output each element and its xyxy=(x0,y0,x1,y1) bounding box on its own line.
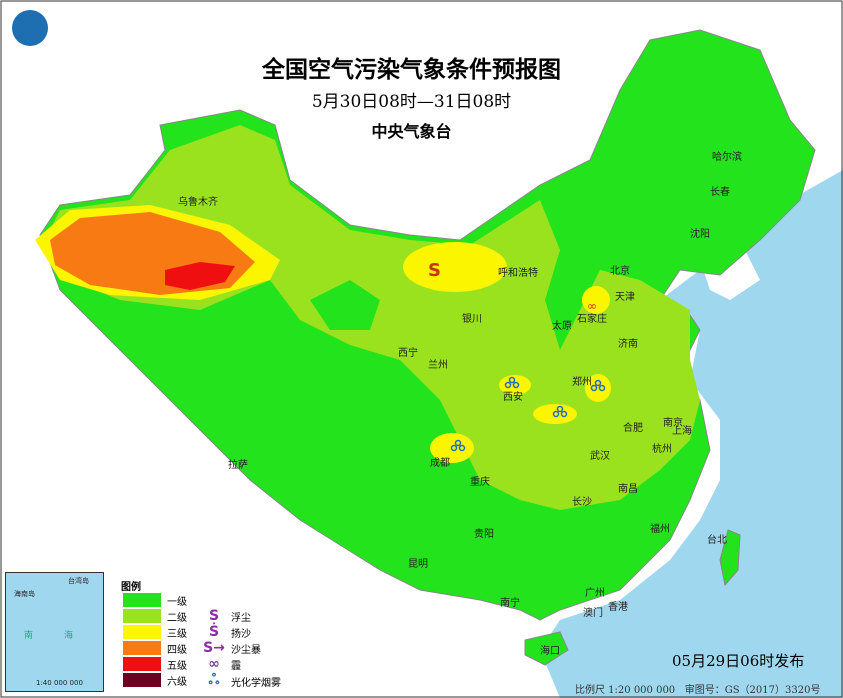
sea xyxy=(540,170,843,698)
haze-icon: ∞ xyxy=(208,656,220,672)
issue-time: 05月29日06时发布 xyxy=(672,652,805,670)
level-1-patch xyxy=(310,280,380,330)
inset-scale: 1:40 000 000 xyxy=(36,679,83,687)
legend-sandstorm: S→ 沙尘暴 xyxy=(203,640,261,656)
city-label: 西安 xyxy=(503,392,523,403)
taiwan xyxy=(719,529,741,587)
legend-blowing-sand: Ṡ 扬沙 xyxy=(203,624,251,640)
map-title: 全国空气污染气象条件预报图 xyxy=(262,56,561,83)
scale-and-approval: 比例尺 1:20 000 000 审图号：GS（2017）3320号 xyxy=(575,685,821,696)
city-label: 成都 xyxy=(430,458,450,469)
level-3-patch xyxy=(499,375,531,395)
city-label: 杭州 xyxy=(652,444,672,455)
inset-label: 台湾岛 xyxy=(68,577,89,585)
city-label: 长沙 xyxy=(572,497,592,508)
haze-icon: ∞ xyxy=(587,299,597,313)
city-label: 北京 xyxy=(610,266,630,277)
city-label: 武汉 xyxy=(590,451,610,462)
sandstorm-icon: S→ xyxy=(203,640,225,656)
city-label: 乌鲁木齐 xyxy=(178,197,218,208)
city-label: 重庆 xyxy=(470,477,490,488)
level-3-patch xyxy=(403,242,507,292)
city-label: 昆明 xyxy=(408,559,428,570)
forecast-period: 5月30日08时—31日08时 xyxy=(311,92,512,112)
city-label: 海口 xyxy=(540,646,560,657)
floating-dust-icon: S xyxy=(208,608,220,624)
legend-level-3: 三级 xyxy=(123,624,187,640)
legend-title: 图例 xyxy=(121,582,141,593)
level-3-patch xyxy=(585,374,611,402)
city-label: 澳门 xyxy=(583,608,603,619)
photochemical-smog-icon: ஃ xyxy=(208,672,220,688)
level-3-patch xyxy=(533,404,577,424)
city-label: 沈阳 xyxy=(690,229,710,240)
city-label: 南京 xyxy=(663,418,683,429)
photochemical-smog-icon xyxy=(450,376,606,452)
city-label: 南昌 xyxy=(618,484,638,495)
level-5-region xyxy=(165,262,235,290)
blowing-sand-icon: Ṡ xyxy=(208,624,220,640)
city-label: 贵阳 xyxy=(474,529,494,540)
legend-photochemical-smog: ஃ 光化学烟雾 xyxy=(203,672,282,690)
city-label: 天津 xyxy=(615,292,635,303)
legend-level-5: 五级 xyxy=(123,656,187,672)
city-label: 兰州 xyxy=(428,360,448,371)
legend-floating-dust: S 浮尘 xyxy=(203,608,251,624)
city-label: 台北 xyxy=(707,535,727,546)
city-label: 合肥 xyxy=(623,423,643,434)
inset-label: 海 xyxy=(64,631,74,641)
city-label: 福州 xyxy=(650,524,670,535)
city-label: 郑州 xyxy=(572,377,592,388)
inset-label: 海南岛 xyxy=(14,590,35,598)
city-label: 广州 xyxy=(585,588,605,599)
blowing-sand-icon: S xyxy=(428,260,441,281)
city-label: 济南 xyxy=(618,339,638,350)
issuer: 中央气象台 xyxy=(371,122,452,141)
city-label: 上海 xyxy=(672,426,692,437)
inset-label: 南 xyxy=(24,631,34,641)
south-china-sea-inset: 海南岛 台湾岛 南 海 1:40 000 000 xyxy=(5,572,104,692)
city-label: 哈尔滨 xyxy=(712,152,742,163)
city-label: 香港 xyxy=(608,602,628,613)
cma-logo xyxy=(12,10,48,46)
hainan xyxy=(524,631,569,666)
city-label: 呼和浩特 xyxy=(498,268,538,279)
city-label: 西宁 xyxy=(398,348,418,359)
city-label: 南宁 xyxy=(500,598,520,609)
city-label: 拉萨 xyxy=(228,460,248,471)
city-label: 银川 xyxy=(462,314,482,325)
legend-haze: ∞ 霾 xyxy=(203,656,241,672)
city-label: 石家庄 xyxy=(577,314,607,325)
level-3-patch xyxy=(582,286,610,314)
legend-level-4: 四级 xyxy=(123,640,187,656)
city-label: 太原 xyxy=(552,321,572,332)
legend-level-1: 一级 xyxy=(123,592,187,608)
legend-level-2: 二级 xyxy=(123,608,187,624)
city-label: 长春 xyxy=(710,187,730,198)
legend-level-6: 六级 xyxy=(123,672,187,688)
